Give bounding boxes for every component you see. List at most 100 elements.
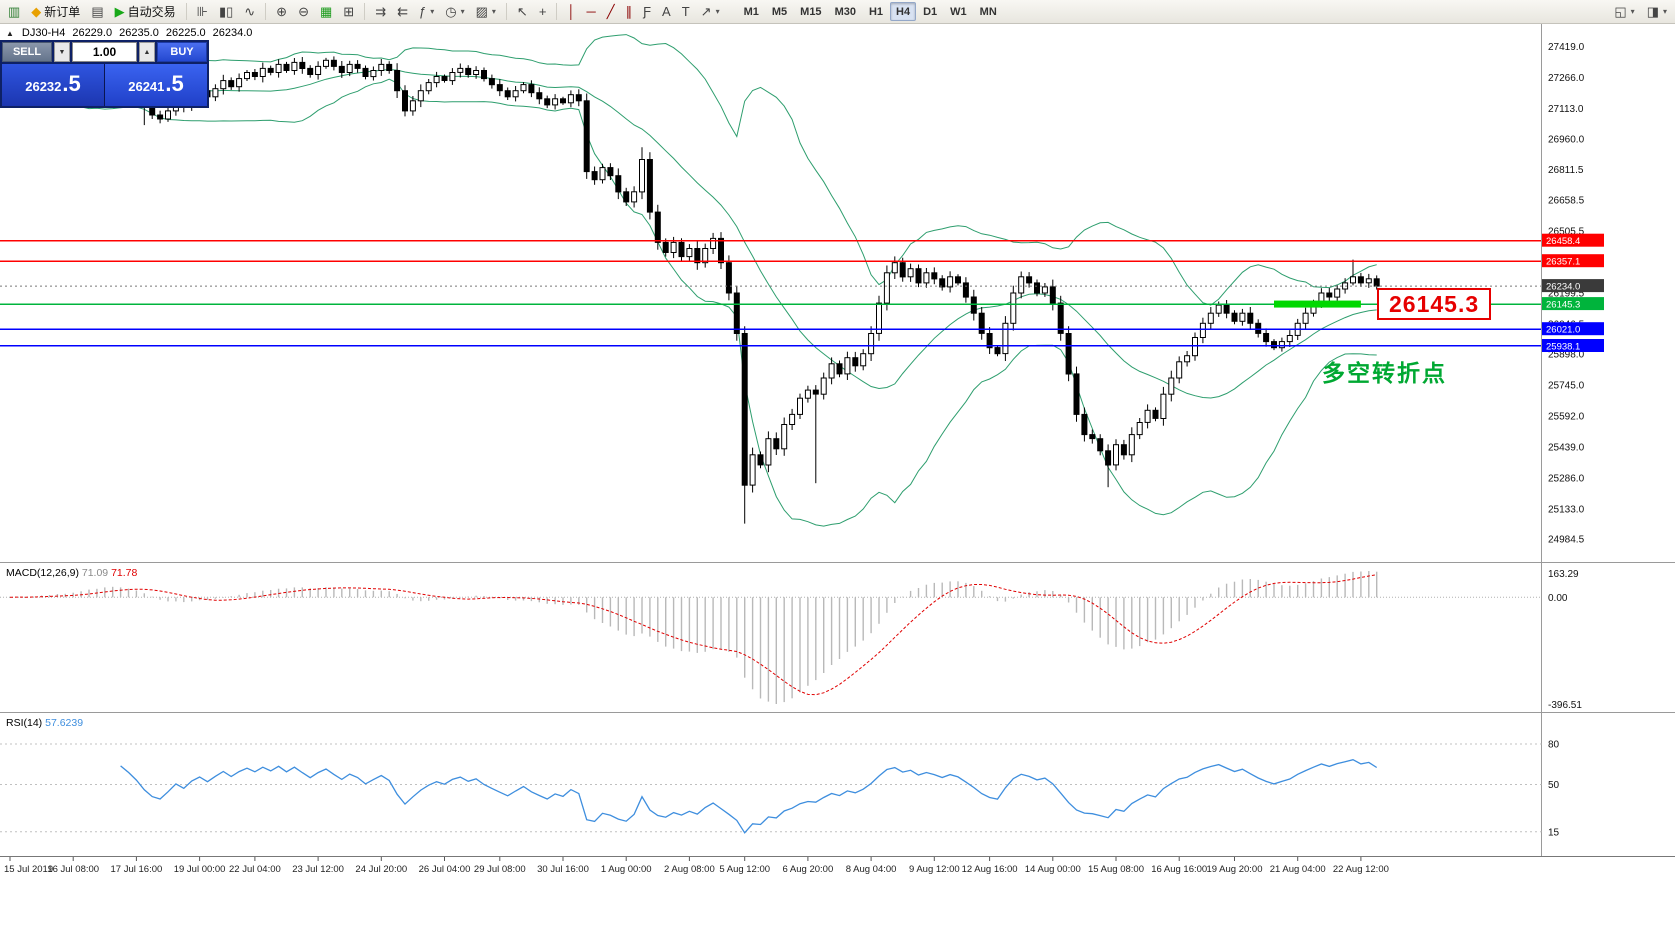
price-axis-label: 26199.5 bbox=[1548, 289, 1585, 300]
ohlc-open: 26229.0 bbox=[72, 27, 113, 39]
timeframe-bar: M1 M5 M15 M30 H1 H4 D1 W1 MN bbox=[738, 2, 1003, 21]
time-axis-label: 24 Jul 20:00 bbox=[355, 864, 407, 875]
periods-menu-button[interactable]: ◷ ▾ bbox=[440, 2, 469, 22]
volume-increase-button[interactable]: ▲ bbox=[139, 42, 155, 62]
zoom-in-icon: ⊕ bbox=[276, 4, 288, 19]
line-chart-button[interactable]: ∿ bbox=[239, 2, 260, 22]
horizontal-line-icon: ─ bbox=[586, 4, 596, 19]
zoom-out-icon: ⊖ bbox=[298, 4, 309, 19]
toolbar-separator bbox=[265, 3, 267, 20]
macd-axis-label: -396.51 bbox=[1548, 700, 1582, 711]
sell-price[interactable]: 26232.5 bbox=[2, 64, 104, 106]
timeframe-mn[interactable]: MN bbox=[974, 2, 1003, 21]
panel-toggle-icon: ◨ bbox=[1646, 4, 1659, 19]
main-pane[interactable] bbox=[7, 34, 1380, 527]
rsi-axis-label: 50 bbox=[1548, 780, 1560, 791]
time-axis-label: 14 Aug 00:00 bbox=[1025, 864, 1081, 875]
line-chart-icon: ∿ bbox=[244, 4, 256, 19]
collapse-panel-button[interactable]: ▲ bbox=[6, 28, 14, 38]
price-axis-label: 25745.0 bbox=[1548, 381, 1585, 392]
new-chart-button[interactable]: ▥ bbox=[3, 2, 25, 22]
price-axis-label: 25133.0 bbox=[1548, 504, 1585, 515]
price-callout[interactable]: 26145.3 bbox=[1377, 288, 1492, 320]
timeframe-d1[interactable]: D1 bbox=[917, 2, 943, 21]
timeframe-h4[interactable]: H4 bbox=[890, 2, 917, 21]
cursor-button[interactable]: ↖ bbox=[512, 2, 533, 22]
auto-scroll-button[interactable]: ⇉ bbox=[370, 2, 391, 22]
channel-button[interactable]: ∥ bbox=[621, 2, 638, 22]
macd-pane[interactable] bbox=[9, 571, 1378, 704]
timeframe-m5[interactable]: M5 bbox=[766, 2, 793, 21]
bar-chart-icon: ⊪ bbox=[196, 4, 208, 19]
panel-toggle-button[interactable]: ◨ ▾ bbox=[1642, 2, 1672, 22]
zoom-out-button[interactable]: ⊖ bbox=[293, 2, 314, 22]
buy-button[interactable]: BUY bbox=[157, 42, 207, 62]
time-axis-label: 22 Jul 04:00 bbox=[229, 864, 281, 875]
candle-chart-button[interactable]: ▮▯ bbox=[214, 2, 238, 22]
axis-badge-26357.1 bbox=[1542, 254, 1604, 268]
buy-price-dec: .5 bbox=[165, 71, 184, 96]
macd-axis-label: 163.29 bbox=[1548, 569, 1579, 580]
timeframe-w1[interactable]: W1 bbox=[944, 2, 973, 21]
time-axis-label: 21 Aug 04:00 bbox=[1270, 864, 1326, 875]
crosshair-button[interactable]: + bbox=[534, 2, 552, 22]
chart-shift-button[interactable]: ⇇ bbox=[392, 2, 413, 22]
grid-button[interactable]: ▦ bbox=[315, 2, 337, 22]
time-axis[interactable] bbox=[0, 857, 1675, 882]
ohlc-low: 26225.0 bbox=[165, 27, 206, 39]
bar-chart-button[interactable]: ⊪ bbox=[192, 2, 213, 22]
price-axis-label: 26960.0 bbox=[1548, 135, 1585, 146]
timeframe-m30[interactable]: M30 bbox=[829, 2, 862, 21]
trendline-icon: ╱ bbox=[606, 4, 615, 19]
axis-badge-26145.3 bbox=[1542, 297, 1604, 311]
timeframe-m1[interactable]: M1 bbox=[738, 2, 765, 21]
toolbar-separator bbox=[364, 3, 366, 20]
time-axis-label: 19 Jul 00:00 bbox=[174, 864, 226, 875]
templates-button[interactable]: ▨ ▾ bbox=[471, 2, 501, 22]
time-axis-label: 30 Jul 16:00 bbox=[537, 864, 589, 875]
price-axis[interactable] bbox=[1541, 24, 1675, 856]
rsi-axis-label: 15 bbox=[1548, 827, 1560, 838]
trendline-button[interactable]: ╱ bbox=[602, 2, 620, 22]
arrows-button[interactable]: ↗ ▾ bbox=[696, 2, 725, 22]
layouts-button[interactable]: ▤ bbox=[86, 2, 108, 22]
indicators-button[interactable]: ƒ ▾ bbox=[414, 2, 439, 22]
sell-button[interactable]: SELL bbox=[2, 42, 52, 62]
macd-label: MACD(12,26,9) 71.09 71.78 bbox=[6, 567, 138, 579]
new-order-button[interactable]: ◆ 新订单 bbox=[26, 2, 85, 22]
window-layout-button[interactable]: ◱ ▾ bbox=[1609, 2, 1639, 22]
bollinger-lower bbox=[9, 78, 1377, 527]
ohlc-close: 26234.0 bbox=[212, 27, 253, 39]
volume-input[interactable] bbox=[72, 42, 137, 62]
time-axis-label: 22 Aug 12:00 bbox=[1333, 864, 1389, 875]
text-label-icon: T bbox=[681, 4, 690, 19]
timeframe-h1[interactable]: H1 bbox=[863, 2, 889, 21]
turning-point-annotation[interactable]: 多空转折点 bbox=[1322, 360, 1447, 386]
buy-price[interactable]: 26241.5 bbox=[105, 64, 207, 106]
text-label-button[interactable]: T bbox=[677, 2, 695, 22]
autotrading-label: 自动交易 bbox=[127, 5, 176, 19]
time-axis-label: 16 Jul 08:00 bbox=[47, 864, 99, 875]
svg-text:26234.0: 26234.0 bbox=[1546, 282, 1580, 293]
caret-down-icon: ▾ bbox=[1662, 7, 1667, 16]
timeframe-m15[interactable]: M15 bbox=[794, 2, 827, 21]
zoom-in-button[interactable]: ⊕ bbox=[271, 2, 292, 22]
volume-decrease-button[interactable]: ▼ bbox=[54, 42, 70, 62]
vertical-line-button[interactable]: │ bbox=[562, 2, 580, 22]
bollinger-middle bbox=[9, 68, 1377, 399]
highlight-segment[interactable] bbox=[1274, 300, 1361, 308]
autotrading-button[interactable]: ▶ 自动交易 bbox=[110, 2, 181, 22]
fibonacci-button[interactable]: Ƒ bbox=[638, 2, 656, 22]
rsi-pane[interactable] bbox=[120, 759, 1378, 834]
new-chart-icon: ▥ bbox=[8, 4, 21, 19]
window-layout-icon: ◱ bbox=[1614, 4, 1627, 19]
price-axis-label: 24984.5 bbox=[1548, 534, 1585, 545]
tile-windows-button[interactable]: ⊞ bbox=[338, 2, 359, 22]
axis-badge-26021.0 bbox=[1542, 322, 1604, 336]
text-button[interactable]: A bbox=[657, 2, 676, 22]
crosshair-icon: + bbox=[538, 4, 547, 19]
horizontal-line-button[interactable]: ─ bbox=[582, 2, 601, 22]
rsi-label: RSI(14) 57.6239 bbox=[6, 717, 83, 729]
bollinger-upper bbox=[9, 34, 1377, 306]
